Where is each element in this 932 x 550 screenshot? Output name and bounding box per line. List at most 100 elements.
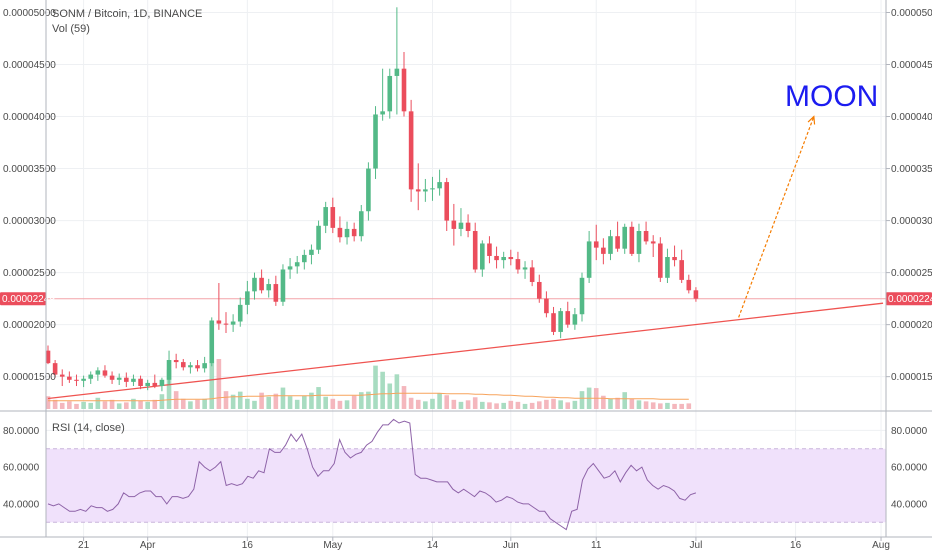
candle: [195, 360, 200, 372]
candle: [480, 240, 485, 277]
candle: [451, 203, 457, 246]
volume-bar: [294, 399, 300, 409]
price-tick-label: 0.00003500: [3, 164, 56, 175]
candle: [173, 353, 179, 369]
candle: [472, 222, 478, 273]
volume-bar: [188, 401, 193, 409]
volume-bar: [173, 391, 179, 409]
time-tick-label: Jun: [503, 540, 519, 550]
candle-body: [608, 236, 613, 254]
candle-body: [565, 311, 571, 325]
right-price-axis[interactable]: 0.00005000 0.00004500 0.00004000 0.00003500…: [886, 8, 932, 383]
volume-bar: [252, 400, 257, 409]
candle-body: [45, 350, 51, 364]
volume-bar: [650, 402, 656, 409]
candle: [394, 7, 400, 115]
candle-body: [52, 363, 58, 375]
candle: [145, 379, 150, 391]
candle: [522, 261, 528, 279]
volume-bar: [508, 400, 514, 409]
rsi-right-axis[interactable]: 80.0000 60.0000 40.0000: [891, 426, 928, 511]
candle: [245, 280, 250, 315]
volume-bar: [665, 402, 670, 409]
price-tick-label: 0.00003000: [3, 216, 56, 227]
rsi-band: [46, 448, 886, 523]
candle-body: [508, 257, 514, 260]
candle: [138, 375, 143, 390]
candle: [259, 269, 264, 294]
volume-bar: [259, 392, 264, 409]
candle-body: [309, 249, 314, 255]
candle: [152, 374, 158, 389]
candle-body: [280, 269, 286, 302]
candle-body: [579, 277, 585, 315]
candle: [188, 362, 193, 374]
rsi-tick-label: 80.0000: [3, 426, 40, 437]
volume-bar: [366, 391, 371, 409]
volume-bar: [472, 397, 478, 409]
candle-body: [472, 230, 478, 270]
volume-bar: [579, 391, 585, 409]
volume-bar: [337, 400, 343, 409]
candle-body: [88, 374, 94, 379]
candle-body: [67, 376, 72, 380]
candle: [124, 372, 129, 388]
candle-body: [209, 320, 215, 364]
projection-arrow[interactable]: [738, 115, 816, 318]
rsi-tick-label: 40.0000: [3, 499, 40, 510]
candle: [95, 367, 101, 381]
volume-bar: [59, 402, 65, 409]
left-price-axis[interactable]: 0.00005000 0.00004500 0.00004000 0.00003500…: [3, 8, 56, 383]
volume-bar: [394, 374, 400, 409]
moon-annotation[interactable]: MOON: [785, 80, 878, 113]
candle-body: [366, 168, 371, 212]
volume-bar: [601, 395, 606, 409]
time-axis[interactable]: 21 Apr 16 May 14 Jun 11 Jul 16 Aug: [78, 537, 890, 550]
volume-bar: [515, 401, 521, 409]
candle: [608, 229, 613, 261]
volume-bar: [116, 403, 122, 409]
candle-body: [380, 111, 385, 115]
candle-body: [131, 378, 136, 382]
volume-bar: [52, 399, 58, 409]
candle-body: [95, 370, 101, 375]
candle-body: [586, 241, 592, 278]
candle-body: [294, 262, 300, 267]
volume-bar: [280, 387, 286, 409]
candle: [223, 312, 229, 333]
time-tick-label: 16: [790, 540, 802, 550]
candle-body: [358, 211, 364, 237]
candle-body: [273, 284, 279, 302]
last-price-tag-right: 0.00002249: [886, 292, 932, 306]
candle: [59, 369, 65, 387]
candle-body: [444, 182, 450, 221]
candle: [323, 201, 328, 234]
volume-bar: [430, 398, 435, 409]
candle: [74, 374, 79, 387]
candle: [351, 222, 357, 242]
price-tick-label: 0.00001500: [891, 372, 932, 383]
candle: [686, 274, 692, 294]
volume-bar: [237, 391, 243, 409]
support-trendline[interactable]: [47, 302, 884, 400]
candle: [366, 162, 371, 221]
volume-bar: [679, 403, 684, 409]
candle: [465, 214, 471, 238]
candle: [67, 371, 72, 383]
rsi-left-axis[interactable]: 80.0000 60.0000 40.0000: [3, 426, 40, 511]
volume-bar: [67, 401, 72, 409]
candle: [544, 291, 549, 318]
candle: [216, 283, 222, 330]
candle: [650, 235, 656, 258]
candle: [487, 236, 492, 264]
candle-body: [658, 243, 663, 278]
candle: [344, 221, 350, 245]
price-tick-label: 0.00005000: [891, 8, 932, 19]
candle-body: [116, 377, 122, 380]
volume-bar: [501, 402, 506, 409]
volume-legend: Vol (59): [52, 23, 90, 35]
volume-bar: [437, 393, 442, 409]
candle: [643, 221, 649, 245]
candle-body: [287, 266, 293, 270]
